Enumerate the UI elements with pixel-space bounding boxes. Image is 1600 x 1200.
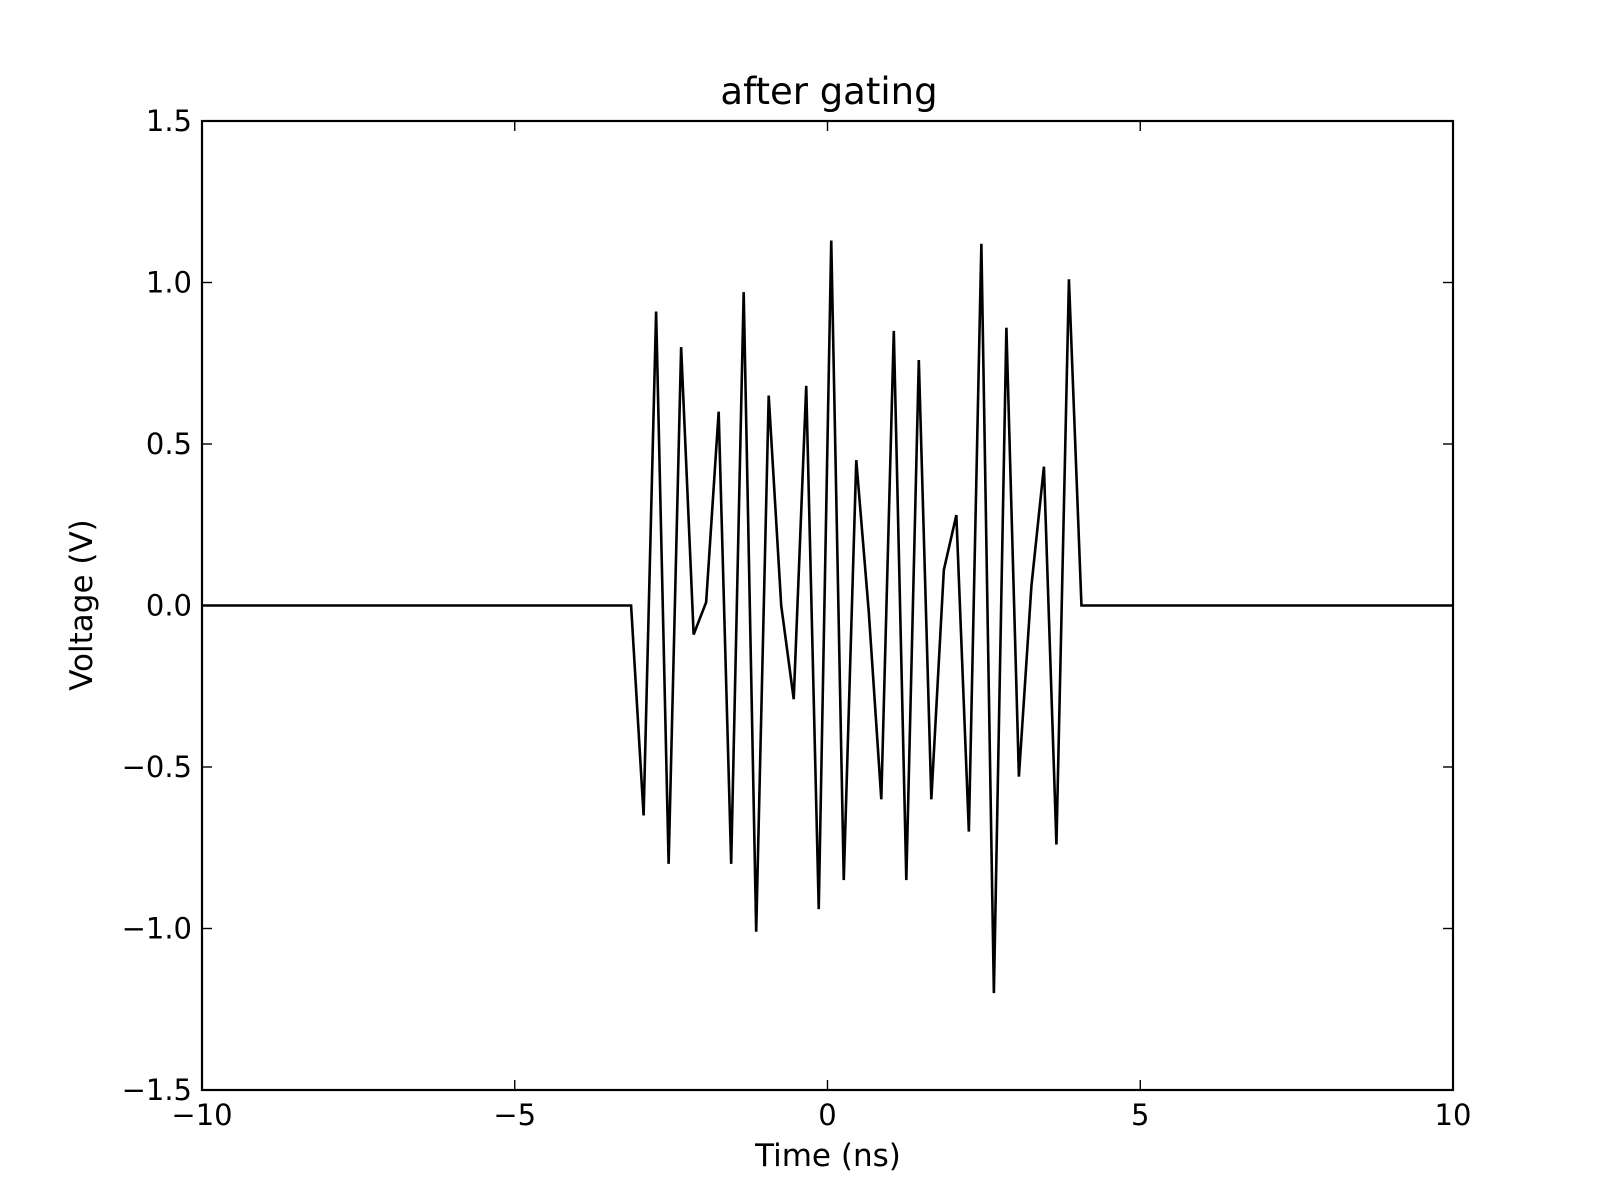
x-tick-label: 0 (818, 1098, 836, 1132)
y-axis-title: Voltage (V) (64, 519, 100, 691)
x-tick-label: 5 (1131, 1098, 1149, 1132)
y-tick-label: −1.5 (122, 1073, 192, 1107)
x-tick-label: −10 (171, 1098, 232, 1132)
x-tick-label: −5 (493, 1098, 536, 1132)
x-tick-labels: −10 −5 0 5 10 (171, 1098, 1471, 1132)
series-line-0 (202, 240, 1453, 994)
series-layer (202, 240, 1453, 994)
y-tick-label: 1.0 (146, 266, 192, 300)
x-axis-title: Time (ns) (754, 1138, 901, 1174)
x-tick-label: 10 (1435, 1098, 1472, 1132)
y-tick-label: −0.5 (122, 750, 192, 784)
y-tick-label: 1.5 (146, 104, 192, 138)
y-tick-label: −1.0 (122, 912, 192, 946)
y-tick-label: 0.0 (146, 589, 192, 623)
y-tick-label: 0.5 (146, 427, 192, 461)
y-tick-labels: 1.5 1.0 0.5 0.0 −0.5 −1.0 −1.5 (122, 104, 192, 1107)
ticks-layer (201, 120, 1454, 1091)
chart-title: after gating (720, 70, 937, 113)
